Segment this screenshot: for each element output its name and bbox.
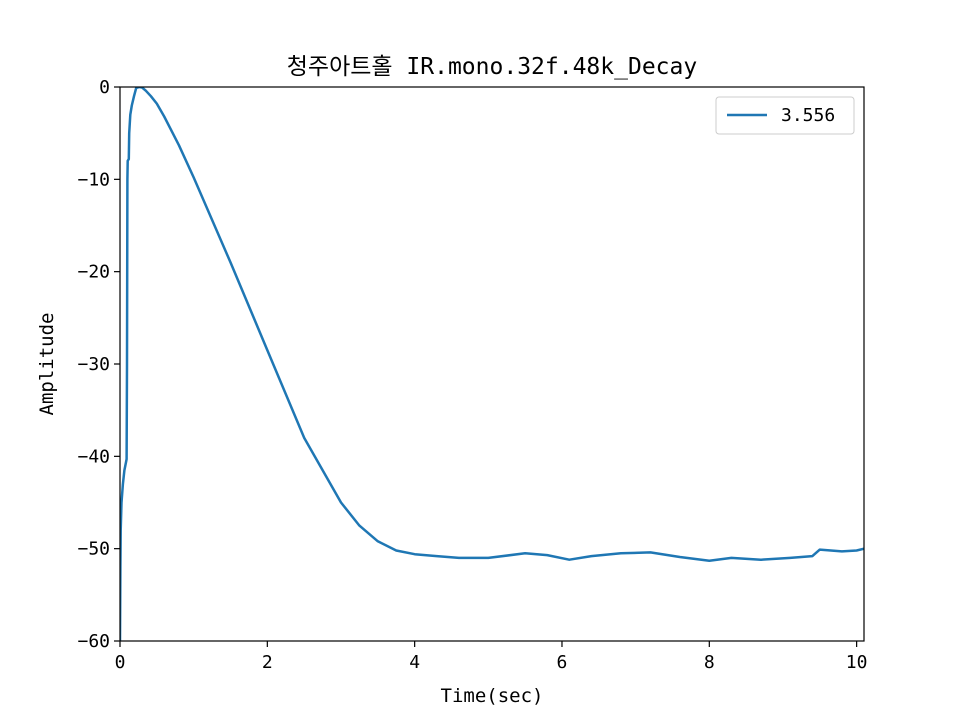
x-axis-ticks: 0 2 4 6 8 10	[115, 641, 868, 673]
legend-box	[715, 96, 855, 135]
chart-title: 청주아트홀 IR.mono.32f.48k_Decay	[287, 54, 697, 80]
y-tick-label: −50	[77, 539, 110, 560]
y-axis-ticks: 0 −10 −20 −30 −40 −50 −60	[77, 77, 120, 652]
y-tick-label: 0	[99, 77, 110, 98]
y-tick-label: −40	[77, 446, 110, 467]
x-tick-label: 6	[557, 652, 568, 673]
x-tick-label: 2	[262, 652, 273, 673]
x-tick-label: 0	[115, 652, 126, 673]
series-layer	[120, 87, 864, 641]
y-tick-label: −20	[77, 262, 110, 283]
x-tick-label: 8	[704, 652, 715, 673]
x-axis-label: Time(sec)	[441, 685, 544, 707]
y-axis-label: Amplitude	[36, 313, 58, 416]
x-tick-label: 10	[846, 652, 868, 673]
y-tick-label: −60	[77, 631, 110, 652]
legend: 3.556	[715, 96, 855, 135]
series-line	[120, 87, 864, 641]
x-tick-label: 4	[409, 652, 420, 673]
y-tick-label: −30	[77, 354, 110, 375]
legend-label: 3.556	[781, 105, 835, 126]
y-tick-label: −10	[77, 169, 110, 190]
